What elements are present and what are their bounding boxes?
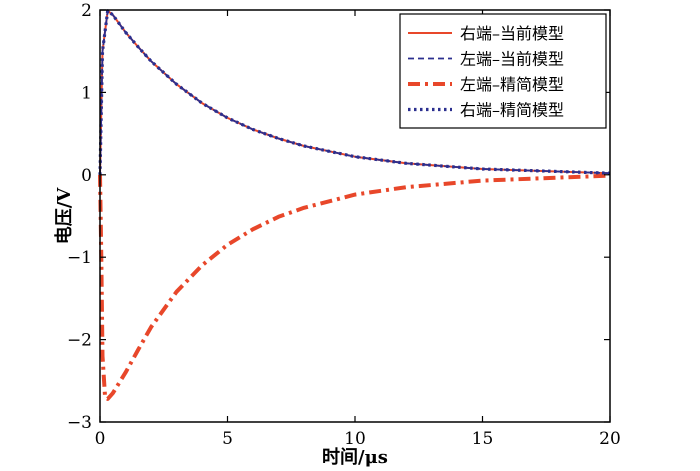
x-tick-label: 20 — [599, 429, 621, 449]
x-tick-label: 0 — [95, 429, 106, 449]
y-tick-label: 0 — [81, 166, 92, 186]
ticks-layer: 0 5 10 15 20 −3 −2 −1 0 1 2 — [67, 1, 621, 449]
y-tick-label: −1 — [67, 248, 92, 268]
x-axis-label: 时间/μs — [322, 447, 388, 468]
legend-label: 右端–精简模型 — [460, 101, 564, 120]
y-tick-label: −3 — [67, 413, 92, 433]
x-tick-label: 15 — [472, 429, 494, 449]
y-axis-label: 电压/V — [53, 187, 75, 245]
legend-label: 右端–当前模型 — [460, 24, 564, 43]
series-layer — [98, 9, 611, 401]
legend-label: 左端–当前模型 — [460, 50, 564, 69]
x-tick-label: 5 — [222, 429, 233, 449]
y-tick-label: 2 — [81, 1, 92, 21]
x-tick-label: 10 — [344, 429, 366, 449]
series-line-3 — [98, 173, 611, 401]
y-tick-label: 1 — [81, 83, 92, 103]
y-tick-label: −2 — [67, 331, 92, 351]
series-line-4 — [98, 9, 611, 175]
legend-label: 左端–精简模型 — [460, 75, 564, 94]
